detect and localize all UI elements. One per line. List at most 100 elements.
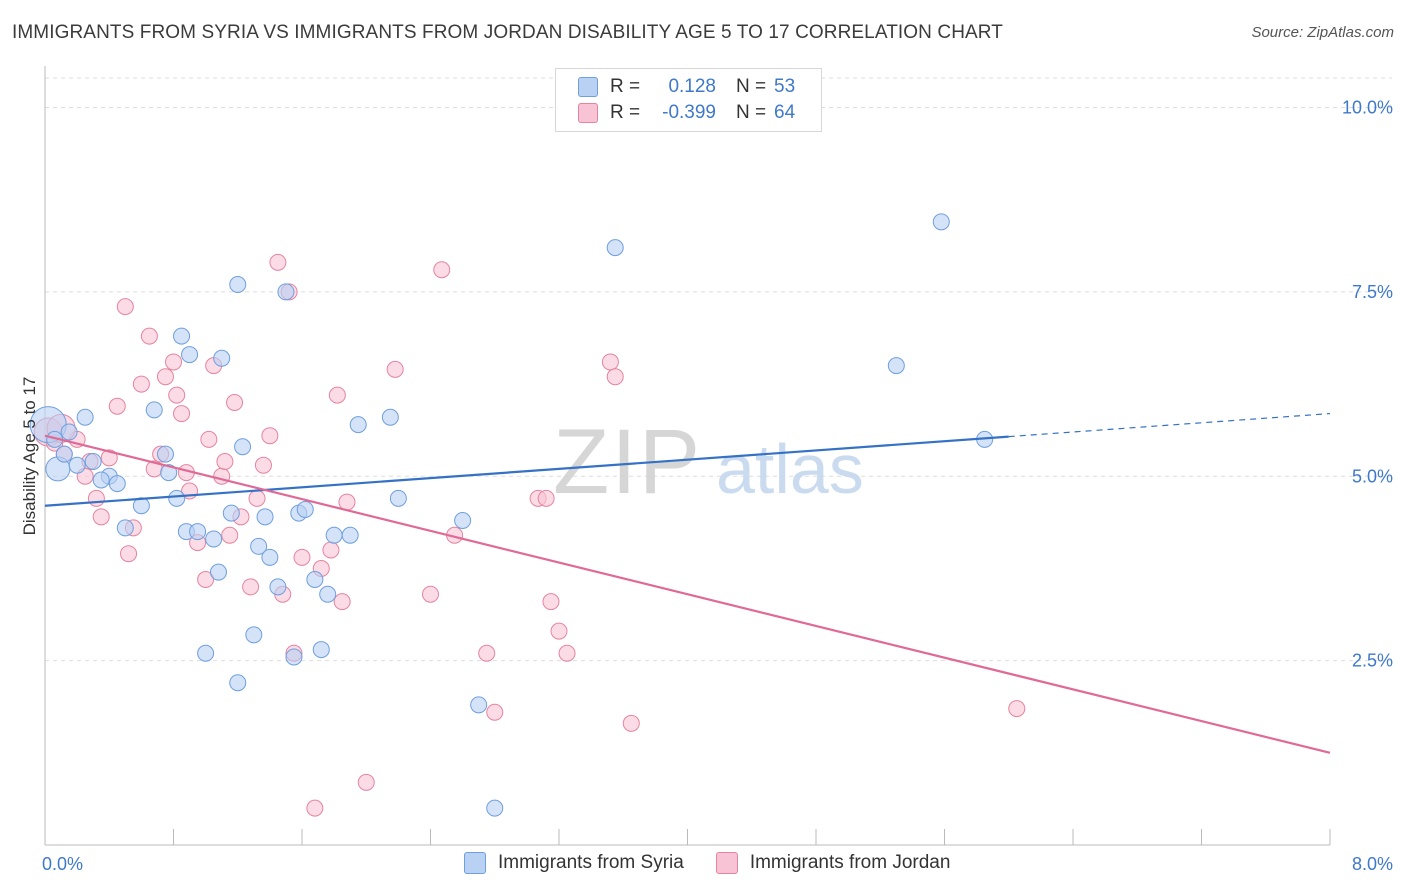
syria-point[interactable] [887, 357, 905, 375]
jordan-point[interactable] [558, 644, 576, 662]
jordan-point[interactable] [92, 508, 110, 526]
source-label: Source: ZipAtlas.com [1251, 24, 1394, 41]
y-tick-label: 2.5% [1352, 651, 1393, 671]
syria-point[interactable] [454, 512, 472, 529]
jordan-point[interactable] [328, 386, 346, 404]
syria-point[interactable] [277, 283, 295, 301]
syria-point[interactable] [205, 530, 223, 548]
jordan-point[interactable] [306, 799, 324, 817]
syria-point[interactable] [209, 563, 227, 581]
syria-point[interactable] [229, 674, 247, 692]
syria-swatch [578, 77, 598, 97]
jordan-point[interactable] [132, 375, 150, 393]
jordan-point[interactable] [542, 593, 560, 611]
jordan-point[interactable] [200, 430, 218, 448]
jordan-point[interactable] [156, 368, 174, 386]
legend-item-syria[interactable]: Immigrants from Syria [464, 852, 684, 874]
jordan-point[interactable] [116, 298, 134, 316]
jordan-point[interactable] [622, 714, 640, 732]
jordan-point[interactable] [261, 427, 279, 445]
jordan-point[interactable] [550, 622, 568, 640]
syria-point[interactable] [197, 644, 215, 662]
r-value: -0.399 [662, 102, 716, 123]
syria-point[interactable] [285, 648, 303, 666]
syria-point[interactable] [389, 489, 407, 507]
syria-point[interactable] [173, 327, 191, 345]
x-tick-label: 8.0% [1352, 854, 1393, 874]
jordan-point[interactable] [242, 578, 260, 596]
syria-point[interactable] [116, 519, 134, 537]
x-tick-label: 0.0% [42, 854, 83, 874]
jordan-point[interactable] [165, 353, 182, 371]
syria-point[interactable] [222, 504, 240, 522]
syria-point[interactable] [470, 696, 488, 714]
jordan-point[interactable] [221, 526, 239, 544]
syria-point[interactable] [76, 408, 94, 426]
stats-legend: R = 0.128 N = 53 R = -0.399 N = 64 [555, 68, 822, 132]
jordan-point[interactable] [168, 386, 186, 404]
syria-point[interactable] [108, 475, 126, 493]
syria-point[interactable] [68, 456, 86, 474]
syria-point[interactable] [160, 464, 178, 482]
jordan-point[interactable] [254, 456, 272, 474]
syria-point[interactable] [269, 578, 287, 596]
syria-point[interactable] [319, 585, 337, 603]
jordan-point[interactable] [269, 253, 287, 271]
syria-point[interactable] [229, 276, 247, 293]
syria-point[interactable] [932, 213, 950, 231]
jordan-point[interactable] [537, 489, 555, 507]
syria-point[interactable] [92, 471, 110, 489]
syria-point[interactable] [349, 416, 367, 434]
syria-point[interactable] [250, 537, 268, 555]
jordan-point[interactable] [1008, 700, 1026, 718]
jordan-point[interactable] [197, 571, 215, 588]
legend-item-jordan[interactable]: Immigrants from Jordan [715, 852, 951, 874]
legend-label-jordan: Immigrants from Jordan [749, 852, 951, 873]
jordan-point[interactable] [478, 644, 496, 662]
jordan-point[interactable] [226, 394, 244, 411]
syria-point[interactable] [234, 438, 252, 456]
jordan-point[interactable] [140, 327, 158, 345]
syria-point[interactable] [245, 626, 263, 644]
jordan-point[interactable] [486, 703, 504, 721]
syria-point[interactable] [84, 453, 102, 470]
jordan-point[interactable] [293, 548, 311, 566]
syria-point[interactable] [256, 508, 274, 526]
syria-point[interactable] [341, 526, 359, 544]
syria-point[interactable] [325, 526, 343, 544]
jordan-point[interactable] [100, 449, 118, 467]
syria-point[interactable] [145, 401, 163, 419]
grid-lines [45, 77, 1392, 662]
syria-point[interactable] [606, 239, 624, 257]
jordan-point[interactable] [333, 593, 351, 611]
jordan-point[interactable] [338, 493, 356, 511]
jordan-point[interactable] [87, 489, 105, 507]
jordan-point[interactable] [213, 467, 231, 485]
syria-point[interactable] [181, 346, 199, 364]
syria-point[interactable] [306, 571, 324, 588]
jordan-point[interactable] [386, 360, 404, 378]
jordan-point[interactable] [433, 261, 451, 279]
syria-point[interactable] [168, 489, 186, 507]
syria-point[interactable] [312, 641, 330, 659]
syria-point[interactable] [189, 523, 207, 541]
syria-point[interactable] [55, 445, 73, 463]
jordan-point[interactable] [422, 585, 439, 603]
jordan-point[interactable] [108, 397, 126, 415]
jordan-point[interactable] [601, 353, 619, 371]
syria-point[interactable] [156, 445, 174, 463]
jordan-point[interactable] [216, 453, 234, 470]
syria-point[interactable] [381, 408, 399, 426]
jordan-point[interactable] [357, 773, 375, 791]
jordan-point[interactable] [173, 405, 191, 423]
jordan-point[interactable] [248, 489, 266, 507]
jordan-point[interactable] [606, 368, 624, 386]
syria-point[interactable] [60, 423, 78, 441]
syria-point[interactable] [261, 548, 279, 566]
jordan-point[interactable] [322, 541, 340, 559]
syria-point[interactable] [486, 799, 504, 817]
syria-point[interactable] [213, 349, 231, 367]
jordan-point[interactable] [120, 545, 138, 563]
syria-point[interactable] [296, 500, 314, 518]
